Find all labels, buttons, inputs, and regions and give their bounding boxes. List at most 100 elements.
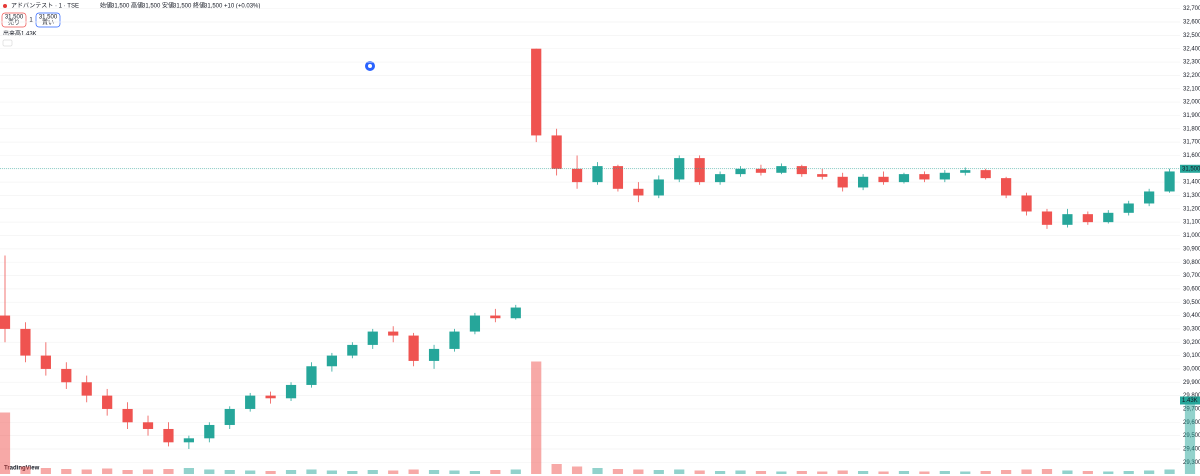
volume-bar <box>531 361 542 474</box>
candle-body <box>571 168 583 183</box>
volume-bar <box>817 471 828 474</box>
buy-button[interactable] <box>35 12 61 28</box>
volume-bar <box>245 470 256 474</box>
candle-body <box>612 166 624 189</box>
y-tick-label: 30,400 <box>1183 313 1200 319</box>
volume-bar <box>755 471 767 474</box>
y-tick-label: 31,800 <box>1183 126 1200 132</box>
ohlc-label: 終値 <box>193 2 205 10</box>
candle-body <box>633 188 644 196</box>
quantity: 1 <box>29 18 33 24</box>
volume-bar <box>40 468 51 474</box>
volume-box <box>1180 396 1200 405</box>
volume-bar <box>837 470 848 474</box>
candle-body <box>122 408 133 423</box>
candle-body <box>0 315 11 329</box>
ohlc-label: 高値 <box>131 2 143 10</box>
volume-bar <box>898 471 910 474</box>
candle-body <box>163 428 174 443</box>
volume-bar <box>1164 469 1175 474</box>
y-tick-label: 30,500 <box>1183 300 1200 306</box>
y-tick-label: 32,500 <box>1183 33 1200 39</box>
y-tick-label: 32,000 <box>1183 100 1200 106</box>
candle-body <box>1062 214 1073 225</box>
buy-label: 買い <box>42 20 54 27</box>
candle-body <box>285 384 297 399</box>
volume-bar <box>1001 470 1012 474</box>
volume-bar <box>285 470 297 474</box>
floating-icon-dot <box>368 64 372 68</box>
volume-title: 出来高 <box>3 30 21 38</box>
ohlc-label: 安値 <box>162 2 174 10</box>
volume-bar <box>408 469 419 474</box>
candle-body <box>490 315 501 319</box>
y-tick-label: 30,300 <box>1183 326 1200 332</box>
candle-body <box>265 395 276 399</box>
candle-body <box>40 355 51 369</box>
candle-body <box>408 335 419 361</box>
candle-body <box>531 48 542 136</box>
candle-body <box>204 424 215 439</box>
candle-body <box>1082 214 1093 223</box>
y-tick-label: 30,100 <box>1183 353 1200 359</box>
y-tick-label: 30,900 <box>1183 246 1200 252</box>
volume-bar <box>449 470 460 474</box>
volume-bar <box>61 469 72 474</box>
candle-body <box>674 158 685 180</box>
ohlc-value: 31,500 <box>173 4 192 10</box>
y-tick-label: 31,900 <box>1183 113 1200 119</box>
volume-bar <box>735 470 746 474</box>
sell-label: 売り <box>8 19 20 27</box>
y-tick-label: 32,300 <box>1183 60 1200 66</box>
last-price-box <box>1180 164 1200 173</box>
volume-bar <box>102 468 113 474</box>
volume-bar <box>1103 471 1114 474</box>
last-price-label: 31,500 <box>1182 166 1200 172</box>
candle-body <box>735 168 746 175</box>
candle-body <box>857 176 869 188</box>
volume-bar <box>347 471 358 474</box>
candle-body <box>388 331 399 336</box>
volume-bar <box>326 470 338 474</box>
volume-bar <box>510 469 521 474</box>
symbol-icon <box>3 4 7 8</box>
volume-bar <box>857 471 869 474</box>
volume-bar <box>469 471 481 474</box>
y-tick-label: 32,600 <box>1183 20 1200 26</box>
volume-bar <box>1123 471 1134 474</box>
candle-body <box>1041 211 1053 225</box>
collapse-button[interactable] <box>2 39 13 47</box>
volume-bar <box>674 469 685 474</box>
candle-body <box>469 315 481 332</box>
change: +10 (+0.03%) <box>224 4 260 10</box>
volume-bar <box>224 470 235 474</box>
candle-body <box>1021 195 1032 212</box>
candle-body <box>776 166 787 173</box>
volume-bar <box>878 471 889 474</box>
volume-bar <box>1082 471 1093 474</box>
candle-body <box>1164 171 1175 192</box>
volume-bar <box>142 469 154 474</box>
candle-body <box>551 135 562 169</box>
volume-bar <box>592 468 603 474</box>
volume-bar <box>1144 470 1155 474</box>
volume-bar <box>571 466 583 474</box>
y-tick-label: 32,400 <box>1183 46 1200 52</box>
y-tick-label: 32,200 <box>1183 73 1200 79</box>
volume-bar <box>980 471 991 474</box>
candle-body <box>347 344 358 356</box>
volume-bar <box>796 471 807 474</box>
volume-bar <box>694 470 705 474</box>
candle-body <box>694 158 705 183</box>
volume-axis-label: 1.43K <box>1182 398 1198 404</box>
candle-body <box>245 395 256 409</box>
y-tick-label: 30,700 <box>1183 273 1200 279</box>
sell-button[interactable] <box>1 12 27 28</box>
candle-body <box>367 331 378 345</box>
volume-bar <box>714 471 726 474</box>
ohlc-value: 31,500 <box>204 4 223 10</box>
y-tick-label: 31,000 <box>1183 233 1200 239</box>
candle-body <box>1123 203 1134 213</box>
candle-body <box>1144 191 1155 204</box>
